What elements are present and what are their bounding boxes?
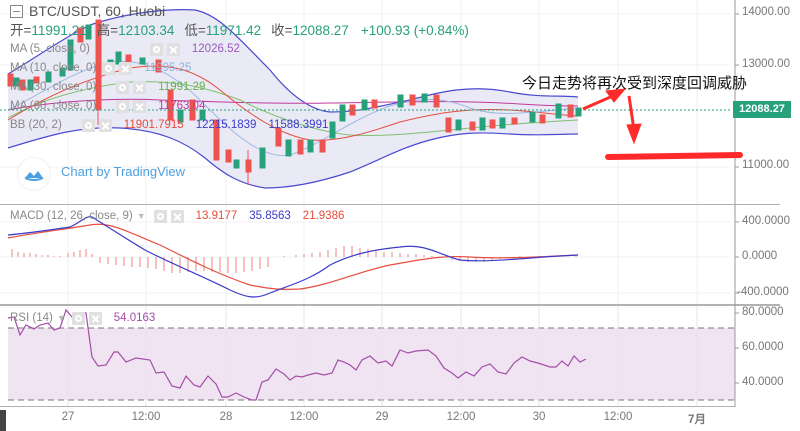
ma10-remove-icon[interactable]: [119, 62, 133, 75]
change-value: +100.93 (+0.84%): [360, 23, 469, 38]
ma5-remove-icon[interactable]: [166, 43, 180, 56]
low-label: 低=: [184, 23, 206, 38]
macd-tick-400: 400.0000: [742, 215, 790, 227]
time-tick-1200-d: 12:00: [603, 411, 633, 423]
rsi-value: 54.0163: [113, 312, 156, 324]
rsi-tick-40: 40.0000: [742, 376, 784, 388]
collapse-icon[interactable]: [10, 5, 23, 18]
ma30-label: MA (30, close, 0): [10, 81, 97, 93]
bb-basis-value: 11901.7915: [123, 119, 184, 131]
time-tick-1200-a: 12:00: [131, 411, 161, 423]
time-tick-1200-b: 12:00: [289, 411, 319, 423]
bb-remove-icon[interactable]: [98, 119, 112, 132]
ma10-label: MA (10, close, 0): [10, 62, 97, 74]
rsi-tick-60: 60.0000: [742, 341, 784, 353]
ma5-label: MA (5, close, 0): [10, 43, 90, 55]
ma10-settings-icon[interactable]: [102, 62, 116, 75]
macd-dropdown-icon[interactable]: ▼: [136, 211, 146, 221]
rsi-settings-icon[interactable]: [71, 312, 85, 325]
tradingview-cloud-icon: [24, 171, 44, 181]
ma60-remove-icon[interactable]: [133, 100, 147, 113]
ma60-line: [7, 98, 579, 111]
symbol-title-row[interactable]: BTC/USDT, 60, Huobi: [10, 2, 469, 21]
rsi-dropdown-icon[interactable]: ▼: [56, 313, 66, 323]
ma60-label: MA (60, close, 0): [10, 100, 97, 112]
macd-settings-icon[interactable]: [153, 210, 167, 223]
ma10-legend[interactable]: MA (10, close, 0) 11995.25: [10, 59, 469, 78]
ma60-legend[interactable]: MA (60, close, 0) 11763.04: [10, 97, 469, 116]
price-pane[interactable]: BTC/USDT, 60, Huobi 开= 11991.21 高= 12103.3…: [0, 0, 800, 205]
bb-upper-value: 12215.1839: [195, 119, 257, 131]
rsi-band-fill: [8, 328, 735, 400]
high-label: 高=: [96, 23, 119, 38]
macd-label: MACD (12, 26, close, 9): [10, 210, 133, 222]
rsi-pane[interactable]: RSI (14) ▼ 54.0163 80.0000 60.0000 40.00…: [0, 305, 800, 407]
annotation-text: 今日走势将再次受到深度回调威胁: [522, 74, 748, 92]
symbol-title: BTC/USDT, 60, Huobi: [29, 3, 166, 19]
bb-legend[interactable]: BB (20, 2) 11901.7915 12215.1839 11588.3…: [10, 116, 469, 135]
tradingview-logo[interactable]: [18, 158, 50, 190]
ma60-settings-icon[interactable]: [116, 100, 130, 113]
time-axis[interactable]: [0, 407, 735, 431]
ma5-legend[interactable]: MA (5, close, 0) 12026.52: [10, 40, 469, 59]
tradingview-watermark[interactable]: Chart by TradingView: [61, 164, 186, 179]
ma60-value: 11763.04: [158, 100, 206, 112]
macd-tick-0: 0.0000: [742, 250, 778, 262]
rsi-remove-icon[interactable]: [88, 312, 102, 325]
close-label: 收=: [271, 23, 293, 38]
time-tick-1200-c: 12:00: [446, 411, 476, 423]
bb-settings-icon[interactable]: [81, 119, 95, 132]
rsi-legend[interactable]: RSI (14) ▼ 54.0163: [10, 309, 155, 328]
bb-label: BB (20, 2): [10, 119, 62, 131]
macd-histogram: [11, 246, 577, 273]
low-value: 11971.42: [205, 23, 262, 38]
rsi-chart-canvas[interactable]: [0, 305, 800, 407]
ma30-settings-icon[interactable]: [116, 81, 130, 94]
ma5-value: 12026.52: [191, 43, 240, 55]
macd-line: [7, 216, 579, 298]
macd-remove-icon[interactable]: [170, 210, 184, 223]
open-value: 11991.21: [31, 23, 87, 38]
macd-tick-neg400: -400.0000: [737, 286, 789, 298]
open-label: 开=: [10, 23, 32, 38]
bollinger-lower-line: [7, 127, 579, 189]
macd-value: 35.8563: [249, 210, 291, 222]
price-tick-13000: 13000.00: [742, 58, 790, 70]
annotation-arrows: [582, 88, 743, 160]
high-value: 12103.34: [118, 23, 175, 38]
time-tick-30: 30: [532, 411, 546, 423]
macd-signal-value: 21.9386: [302, 210, 345, 222]
scroll-handle[interactable]: [0, 410, 6, 431]
macd-pane[interactable]: MACD (12, 26, close, 9) ▼ 13.9177 35.856…: [0, 205, 800, 305]
price-tick-14000: 14000.00: [742, 6, 790, 18]
time-tick-july: 7月: [688, 414, 706, 426]
macd-chart-canvas[interactable]: [0, 205, 800, 305]
time-tick-28: 28: [219, 411, 233, 423]
time-tick-27: 27: [61, 411, 75, 423]
macd-legend[interactable]: MACD (12, 26, close, 9) ▼ 13.9177 35.856…: [10, 207, 344, 226]
last-price-tag: 12088.27: [733, 101, 791, 118]
price-legend: BTC/USDT, 60, Huobi 开= 11991.21 高= 12103.3…: [10, 2, 469, 135]
ma30-legend[interactable]: MA (30, close, 0) 11991.29: [10, 78, 469, 97]
ma5-settings-icon[interactable]: [149, 43, 163, 56]
ma10-value: 11995.25: [144, 62, 192, 74]
ohlc-row: 开= 11991.21 高= 12103.34 低= 11971.42 收= 12088…: [10, 21, 469, 40]
bb-lower-value: 11588.3991: [268, 119, 329, 131]
ma30-remove-icon[interactable]: [133, 81, 147, 94]
rsi-line: [7, 308, 587, 401]
ma30-value: 11991.29: [158, 81, 206, 93]
rsi-label: RSI (14): [10, 312, 53, 324]
time-tick-29: 29: [375, 411, 389, 423]
price-tick-11000: 11000.00: [742, 159, 790, 171]
rsi-tick-80: 80.0000: [742, 306, 784, 318]
close-value: 12088.27: [292, 23, 349, 38]
macd-hist-value: 13.9177: [195, 210, 238, 222]
